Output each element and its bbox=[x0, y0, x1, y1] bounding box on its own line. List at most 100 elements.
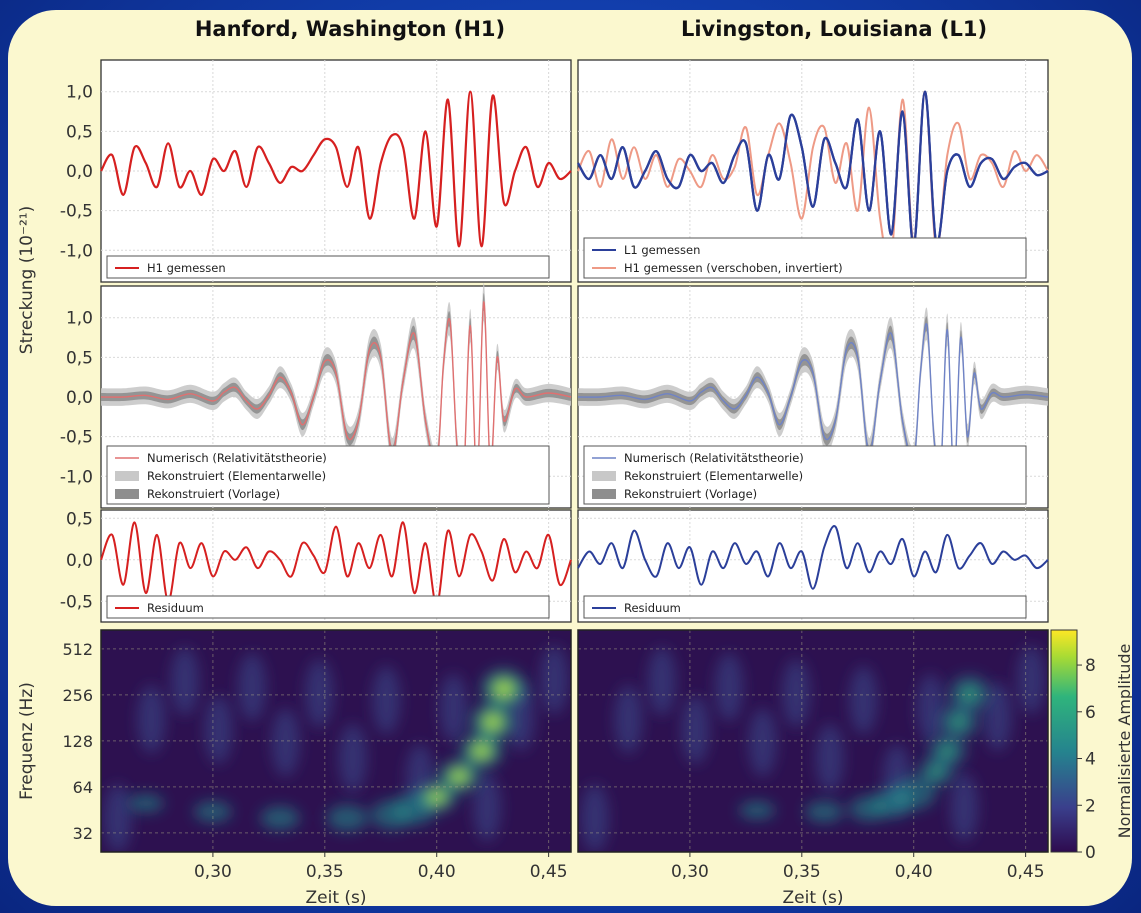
noise-patch bbox=[681, 695, 710, 764]
x-tick-label: 0,35 bbox=[783, 862, 821, 882]
legend-label: Residuum bbox=[147, 601, 204, 615]
noise-patch bbox=[1017, 645, 1046, 714]
chirp-blob bbox=[477, 665, 530, 712]
colorbar-tick-label: 8 bbox=[1085, 656, 1096, 676]
legend-label: Numerisch (Relativitätstheorie) bbox=[147, 451, 327, 465]
freq-tick-label: 128 bbox=[62, 732, 93, 751]
ligo-figure: Hanford, Washington (H1) Livingston, Lou… bbox=[17, 17, 1132, 906]
freq-tick-label: 512 bbox=[62, 640, 93, 659]
series-residual bbox=[100, 521, 572, 607]
frequency-axis-label: Frequenz (Hz) bbox=[17, 682, 37, 800]
band-wavelet bbox=[578, 307, 1048, 499]
noise-patch bbox=[271, 708, 300, 777]
colorbar-ticks: 8 6 4 2 0 bbox=[1077, 656, 1096, 863]
chirp-blob bbox=[739, 801, 776, 820]
colorbar: 8 6 4 2 0 Normalisierte Amplitude bbox=[1050, 629, 1132, 863]
freq-tick-label: 256 bbox=[62, 686, 93, 705]
noise-patch bbox=[372, 666, 401, 735]
title-livingston: Livingston, Louisiana (L1) bbox=[681, 17, 987, 41]
spectrogram-noise bbox=[580, 645, 1046, 852]
colorbar-gradient bbox=[1050, 629, 1078, 853]
y-tick-label: 0,0 bbox=[66, 162, 93, 182]
legend-box bbox=[583, 445, 1027, 505]
figure-card: Hanford, Washington (H1) Livingston, Lou… bbox=[8, 10, 1132, 906]
y-tick-label: 0,0 bbox=[66, 551, 93, 571]
legend-label: Rekonstruiert (Vorlage) bbox=[147, 487, 280, 501]
y-tick-label: -0,5 bbox=[60, 202, 93, 222]
chirp-blob bbox=[943, 670, 996, 717]
y-tick-label: -1,0 bbox=[60, 467, 93, 487]
legend-label: Rekonstruiert (Elementarwelle) bbox=[147, 469, 326, 483]
noise-patch bbox=[473, 773, 502, 842]
y-tick-label: -0,5 bbox=[60, 428, 93, 448]
y-tick-label: 0,5 bbox=[66, 122, 93, 142]
noise-patch bbox=[715, 653, 744, 722]
y-tick-label: 1,0 bbox=[66, 309, 93, 329]
colorbar-label: Normalisierte Amplitude bbox=[1115, 644, 1132, 839]
x-tick-label: 0,40 bbox=[895, 862, 933, 882]
y-tick-label: 0,5 bbox=[66, 348, 93, 368]
noise-patch bbox=[580, 784, 609, 852]
freq-tick-label: 32 bbox=[73, 824, 93, 843]
noise-patch bbox=[439, 674, 468, 743]
noise-patch bbox=[204, 695, 233, 764]
colorbar-tick-label: 6 bbox=[1085, 703, 1096, 723]
legend-label: Numerisch (Relativitätstheorie) bbox=[624, 451, 804, 465]
noise-patch bbox=[748, 708, 777, 777]
legend-swatch bbox=[592, 471, 616, 481]
spectrogram-l1 bbox=[578, 630, 1048, 852]
noise-patch bbox=[815, 723, 844, 792]
legend-label: H1 gemessen bbox=[147, 261, 226, 275]
spectrogram-grid bbox=[578, 630, 1048, 852]
chirp-blob bbox=[326, 804, 368, 832]
chirp-blob bbox=[260, 806, 300, 830]
chirp-blob bbox=[194, 801, 232, 823]
y-tick-label: 0,0 bbox=[66, 388, 93, 408]
legend-swatch bbox=[115, 471, 139, 481]
x-tick-label: 0,45 bbox=[530, 862, 568, 882]
title-hanford: Hanford, Washington (H1) bbox=[195, 17, 505, 41]
series-h1_shifted bbox=[577, 90, 1049, 266]
noise-patch bbox=[238, 653, 267, 722]
legend-box bbox=[106, 255, 550, 279]
legend-box bbox=[583, 237, 1027, 279]
noise-patch bbox=[338, 723, 367, 792]
spectrogram-frame bbox=[577, 629, 1049, 853]
noise-patch bbox=[137, 685, 166, 754]
noise-patch bbox=[170, 647, 199, 716]
noise-patch bbox=[950, 773, 979, 842]
spectrogram-grid bbox=[101, 630, 571, 852]
colorbar-tick-label: 0 bbox=[1085, 843, 1096, 863]
chirp-blob bbox=[805, 801, 844, 823]
time-axis-label-right: Zeit (s) bbox=[782, 888, 843, 906]
gridlines bbox=[101, 60, 571, 282]
x-tick-label: 0,35 bbox=[306, 862, 344, 882]
plot-panels: 1,0 0,5 0,0 -0,5 -1,0 H1 gemessen L1 gemessen H… bbox=[60, 59, 1049, 882]
legend-label: L1 gemessen bbox=[624, 243, 700, 257]
legend-swatch bbox=[115, 489, 139, 499]
series-residual bbox=[577, 525, 1049, 590]
x-tick-label: 0,45 bbox=[1007, 862, 1045, 882]
legend-label: Rekonstruiert (Elementarwelle) bbox=[624, 469, 803, 483]
noise-patch bbox=[540, 645, 569, 714]
legend-box bbox=[106, 445, 550, 505]
legend-label: Rekonstruiert (Vorlage) bbox=[624, 487, 757, 501]
legend-swatch bbox=[592, 489, 616, 499]
colorbar-tick-label: 4 bbox=[1085, 750, 1096, 770]
colorbar-tick-label: 2 bbox=[1085, 796, 1096, 816]
y-tick-label: 0,5 bbox=[66, 509, 93, 529]
noise-patch bbox=[849, 666, 878, 735]
noise-patch bbox=[103, 784, 132, 852]
legend-box bbox=[583, 595, 1027, 619]
spectrogram-h1 bbox=[101, 630, 571, 852]
noise-patch bbox=[305, 659, 334, 728]
legend-box bbox=[106, 595, 550, 619]
x-tick-label: 0,30 bbox=[194, 862, 232, 882]
spectrogram-noise bbox=[103, 645, 569, 852]
chirp-track bbox=[739, 670, 996, 823]
chirp-track bbox=[127, 665, 530, 832]
spectrogram-frame bbox=[100, 629, 572, 853]
x-tick-label: 0,40 bbox=[418, 862, 456, 882]
series-l1-top bbox=[577, 90, 1049, 248]
noise-patch bbox=[782, 659, 811, 728]
